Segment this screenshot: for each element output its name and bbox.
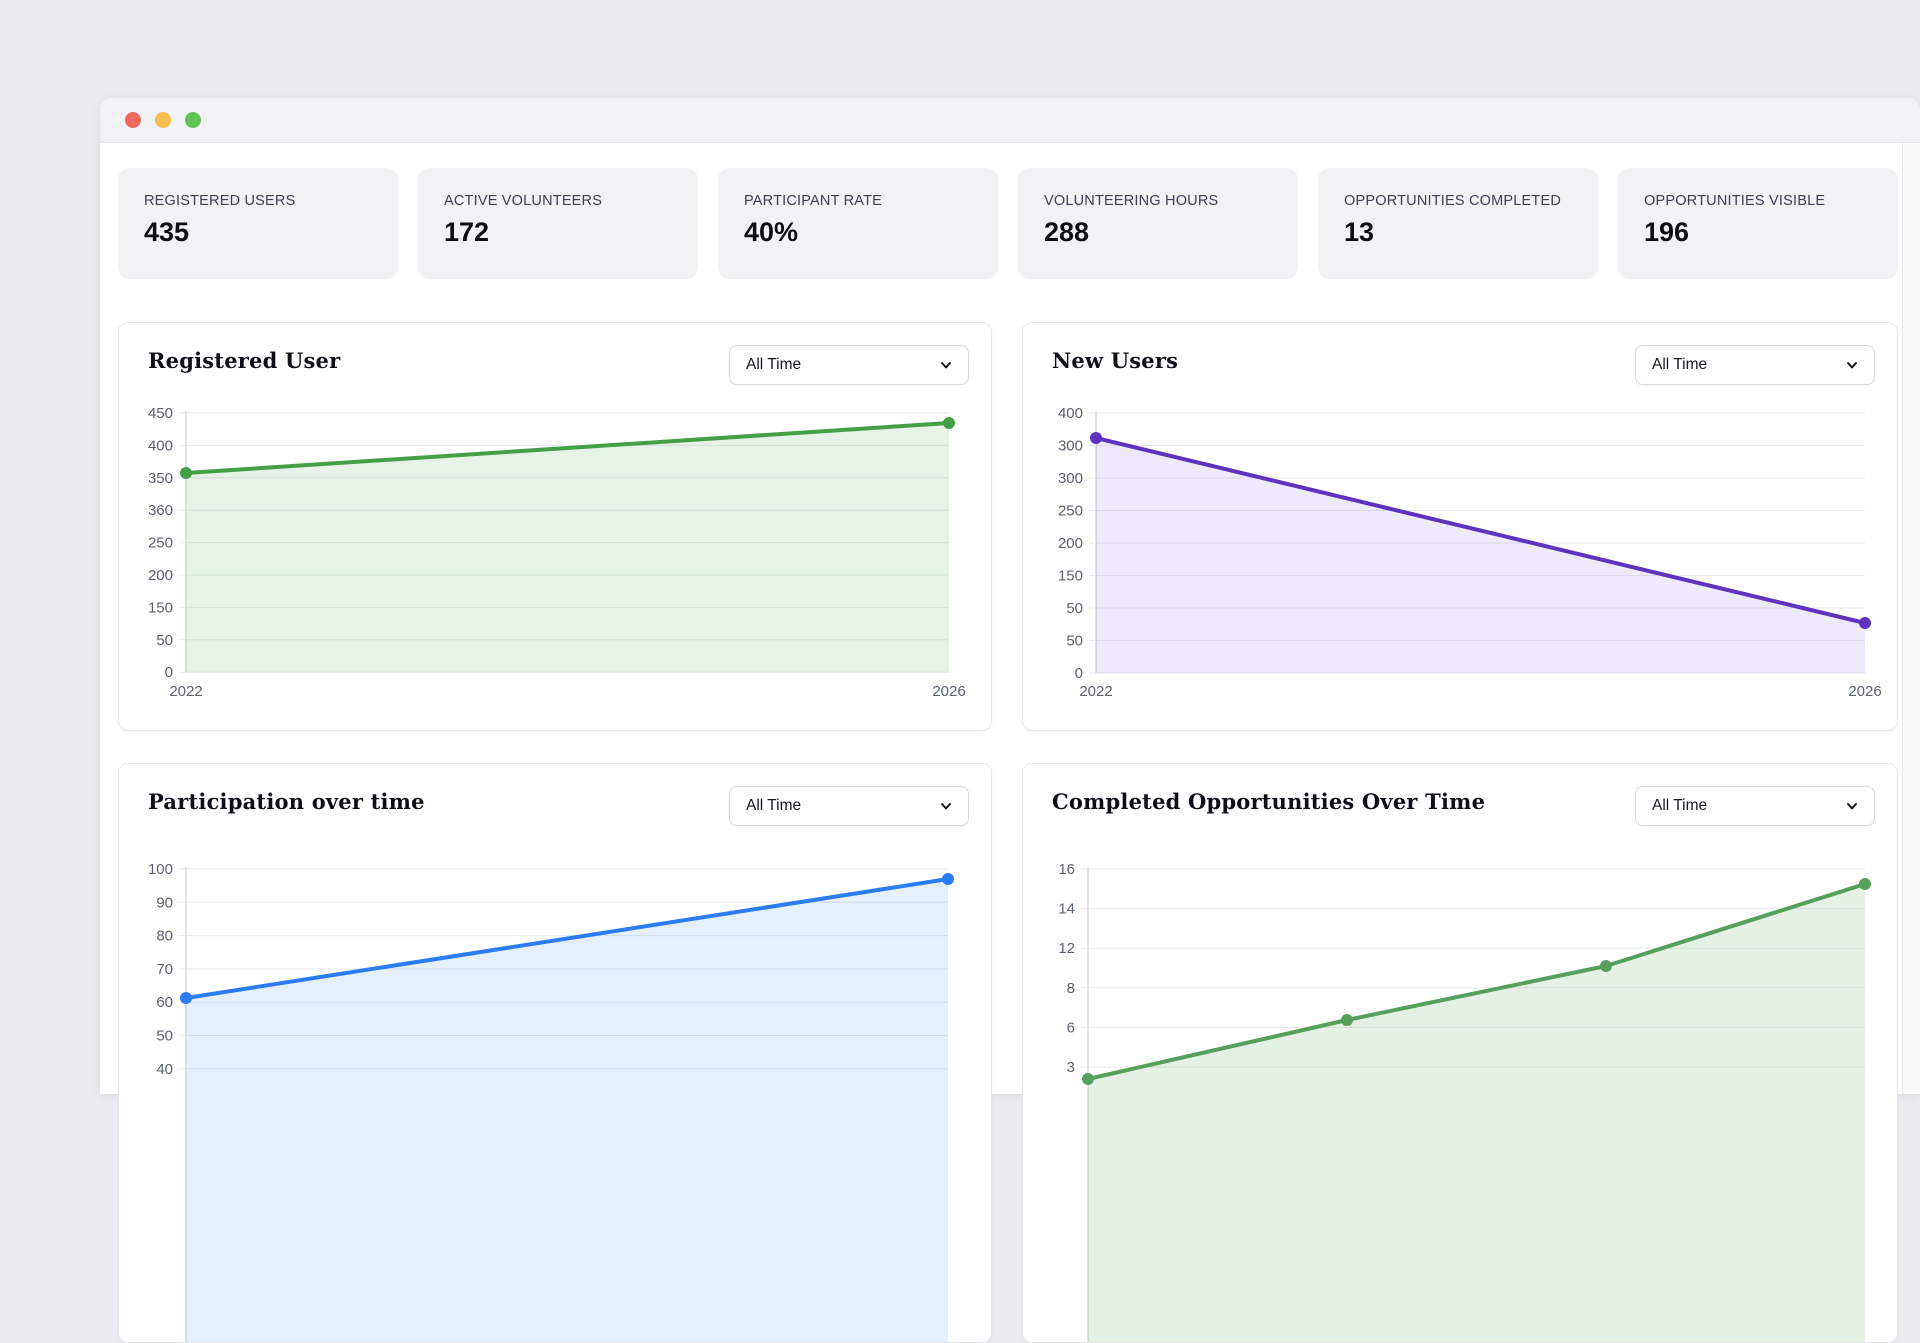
traffic-light-zoom-button[interactable]: [185, 112, 201, 128]
stat-card-participant-rate: PARTICIPANT RATE 40%: [718, 168, 998, 279]
stats-row: REGISTERED USERS 435 ACTIVE VOLUNTEERS 1…: [118, 168, 1898, 279]
chevron-down-icon: [941, 362, 951, 369]
participation-chart: 100 90 80 70 60 50 40: [148, 861, 954, 1342]
stat-card-opportunities-visible: OPPORTUNITIES VISIBLE 196: [1618, 168, 1898, 279]
svg-text:80: 80: [156, 928, 173, 945]
time-filter-select[interactable]: All Time: [1635, 345, 1875, 385]
time-filter-select[interactable]: All Time: [729, 345, 969, 385]
svg-text:250: 250: [1058, 503, 1083, 520]
stat-card-opportunities-completed: OPPORTUNITIES COMPLETED 13: [1318, 168, 1598, 279]
stat-label: PARTICIPANT RATE: [744, 193, 883, 209]
svg-text:60: 60: [156, 994, 173, 1011]
stat-label: ACTIVE VOLUNTEERS: [444, 193, 603, 209]
svg-text:2022: 2022: [1079, 683, 1112, 700]
svg-text:300: 300: [1058, 438, 1083, 455]
stat-value: 288: [1044, 217, 1090, 247]
svg-text:350: 350: [148, 470, 173, 487]
svg-text:90: 90: [156, 894, 173, 911]
stat-value: 196: [1644, 217, 1690, 247]
svg-text:50: 50: [1066, 600, 1083, 617]
svg-text:50: 50: [156, 1028, 173, 1045]
registered-user-chart-card: 450 400 350 360 250 200 150 50 0 2022 2026 Registe…: [118, 322, 992, 731]
stat-card-registered-users: REGISTERED USERS 435: [118, 168, 398, 279]
svg-text:0: 0: [165, 664, 173, 681]
svg-text:250: 250: [148, 535, 173, 552]
window-toolbar: [100, 98, 1920, 143]
svg-text:0: 0: [1075, 665, 1083, 682]
registered-user-chart: 450 400 350 360 250 200 150 50 0 2022 2026: [148, 405, 966, 700]
svg-text:100: 100: [148, 861, 173, 878]
svg-text:40: 40: [156, 1061, 173, 1078]
stat-value: 40%: [744, 217, 799, 247]
completed-opportunities-chart: 16 14 12 8 6 3: [1058, 861, 1871, 1342]
traffic-light-close-button[interactable]: [125, 112, 141, 128]
stat-card-active-volunteers: ACTIVE VOLUNTEERS 172: [418, 168, 698, 279]
svg-text:200: 200: [148, 567, 173, 584]
svg-text:2026: 2026: [1848, 683, 1881, 700]
svg-text:8: 8: [1067, 980, 1075, 997]
stat-value: 435: [144, 217, 190, 247]
time-filter-select[interactable]: All Time: [729, 786, 969, 826]
new-users-chart-card: 400 300 300 250 200 150 50 50 0 2022 2026 New User…: [1022, 322, 1898, 731]
svg-text:6: 6: [1067, 1019, 1075, 1036]
stat-label: OPPORTUNITIES VISIBLE: [1644, 193, 1826, 209]
svg-text:16: 16: [1058, 861, 1075, 878]
svg-text:360: 360: [148, 502, 173, 519]
svg-text:400: 400: [148, 437, 173, 454]
stat-value: 13: [1344, 217, 1375, 247]
stat-value: 172: [444, 217, 490, 247]
svg-text:150: 150: [148, 599, 173, 616]
chevron-down-icon: [1847, 362, 1857, 369]
svg-text:150: 150: [1058, 568, 1083, 585]
svg-text:300: 300: [1058, 470, 1083, 487]
chevron-down-icon: [941, 803, 951, 810]
svg-text:3: 3: [1067, 1059, 1075, 1076]
svg-text:50: 50: [1066, 633, 1083, 650]
stat-card-volunteering-hours: VOLUNTEERING HOURS 288: [1018, 168, 1298, 279]
svg-text:14: 14: [1058, 901, 1075, 918]
stat-label: REGISTERED USERS: [144, 193, 296, 209]
chart-title: Completed Opportunities Over Time: [1052, 789, 1486, 814]
chart-title: Participation over time: [148, 789, 425, 814]
time-filter-select[interactable]: All Time: [1635, 786, 1875, 826]
chart-title: Registered User: [148, 348, 341, 373]
svg-text:2022: 2022: [169, 683, 202, 700]
svg-text:70: 70: [156, 961, 173, 978]
completed-opportunities-chart-card: 16 14 12 8 6 3 Completed Opportunities Over T…: [1022, 763, 1898, 1343]
scrollbar[interactable]: [1902, 143, 1920, 1094]
chevron-down-icon: [1847, 803, 1857, 810]
stat-label: VOLUNTEERING HOURS: [1044, 193, 1219, 209]
browser-window: REGISTERED USERS 435 ACTIVE VOLUNTEERS 1…: [100, 98, 1920, 1343]
svg-text:50: 50: [156, 632, 173, 649]
svg-text:2026: 2026: [932, 683, 965, 700]
svg-text:12: 12: [1058, 940, 1075, 957]
stat-label: OPPORTUNITIES COMPLETED: [1344, 193, 1562, 209]
participation-chart-card: 100 90 80 70 60 50 40 Participation over time …: [118, 763, 992, 1343]
svg-text:200: 200: [1058, 535, 1083, 552]
chart-title: New Users: [1052, 348, 1179, 373]
svg-text:400: 400: [1058, 405, 1083, 422]
svg-text:450: 450: [148, 405, 173, 422]
traffic-light-minimize-button[interactable]: [155, 112, 171, 128]
